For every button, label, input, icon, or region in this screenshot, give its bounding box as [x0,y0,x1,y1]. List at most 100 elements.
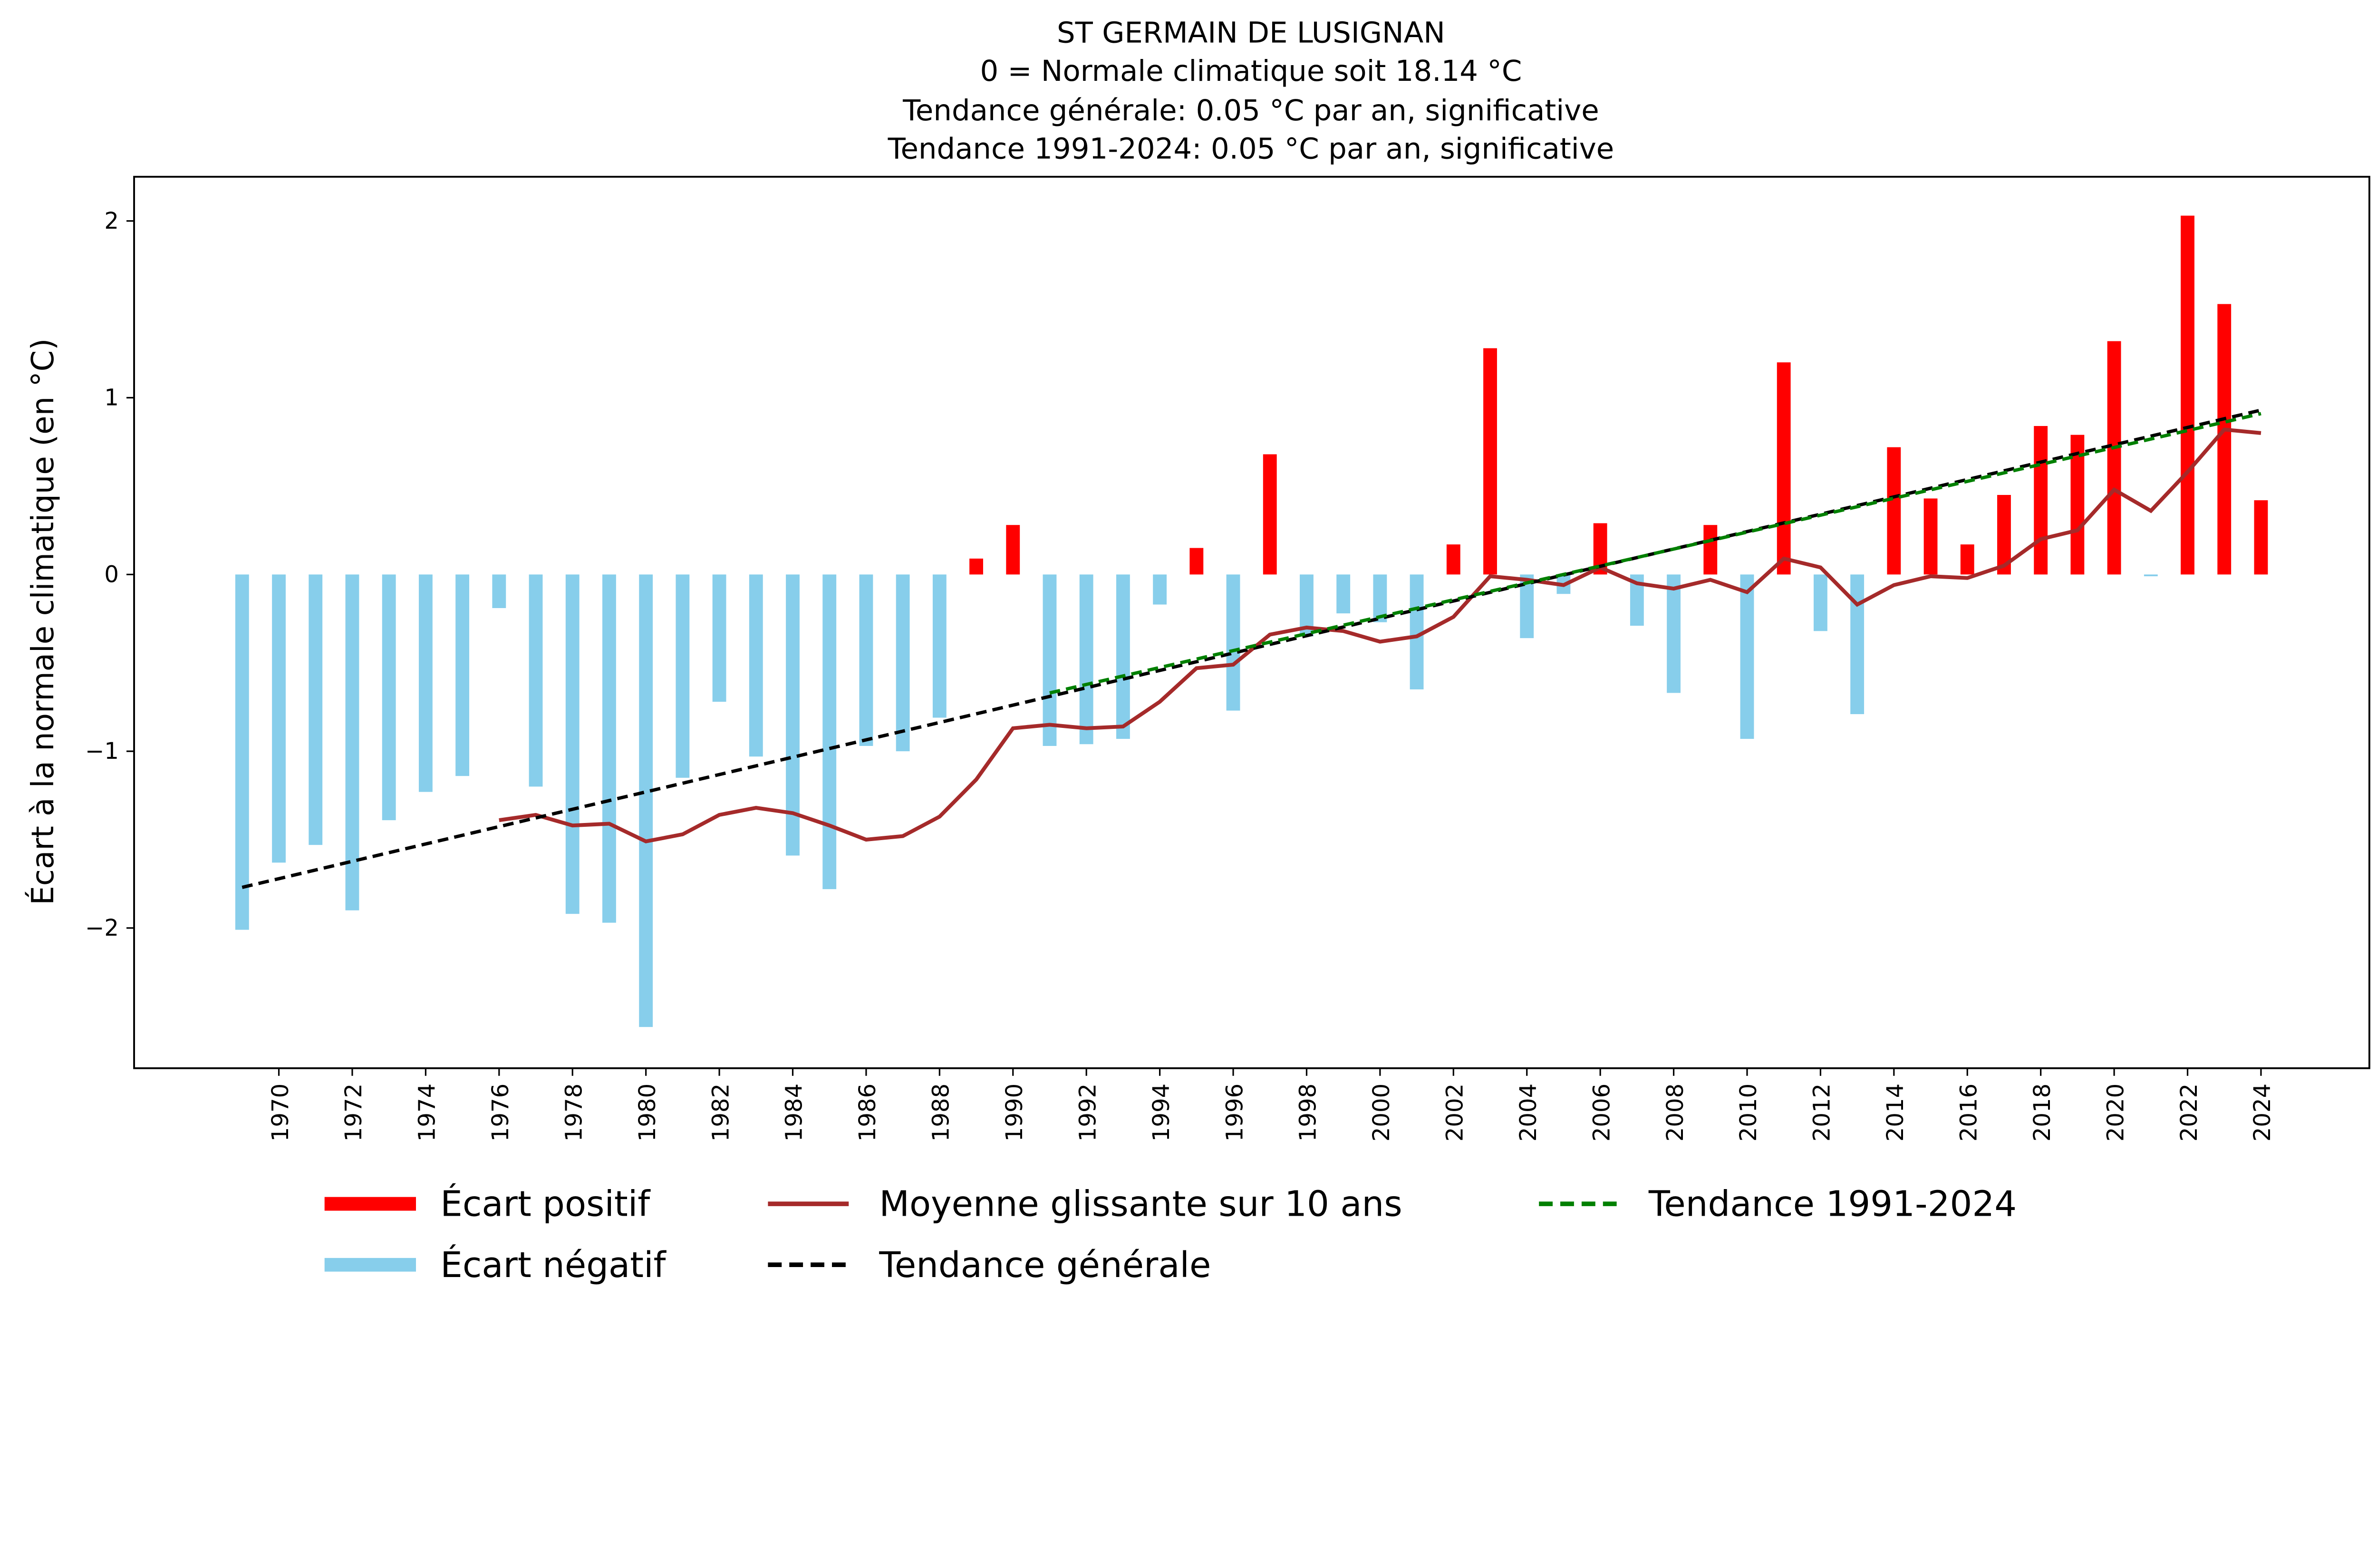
x-tick-label: 2004 [1515,1084,1542,1142]
x-tick-label: 2018 [2029,1084,2056,1142]
x-tick-label: 1988 [928,1084,955,1142]
bar-1991 [1043,574,1057,746]
x-tick-label: 1980 [634,1084,661,1142]
plot-frame [133,175,2370,1069]
x-tick-label: 1994 [1148,1084,1175,1142]
bar-1993 [1116,574,1130,739]
x-tick-label: 1978 [560,1084,587,1142]
bar-2024 [2254,500,2268,575]
x-tick-label: 1998 [1295,1084,1322,1142]
x-tick-label: 2010 [1735,1084,1762,1142]
trend-recent-line [1049,412,2261,695]
x-tick-label: 2022 [2176,1084,2203,1142]
bar-1994 [1153,574,1167,605]
bar-1986 [859,574,873,746]
bar-1995 [1189,548,1204,575]
bar-1982 [712,574,726,702]
bar-1975 [455,574,470,776]
bar-1976 [492,574,506,608]
bars [235,215,2268,1027]
x-tick-label: 2020 [2102,1084,2129,1142]
bar-2023 [2217,304,2232,575]
bar-2022 [2181,215,2194,575]
bar-1997 [1263,454,1277,575]
bar-2014 [1887,447,1901,575]
x-tick-label: 1976 [487,1084,514,1142]
y-tick-label: 2 [104,208,119,234]
lines [242,408,2261,889]
y-tick-label: −2 [85,915,119,941]
legend-trend-general-label: Tendance générale [879,1245,1211,1286]
x-tick-label: 1982 [707,1084,734,1142]
bar-2012 [1813,574,1827,631]
x-tick-label: 1970 [267,1084,294,1142]
bar-1970 [272,574,286,863]
bar-1984 [786,574,800,856]
legend-negative-label: Écart négatif [440,1245,667,1286]
bar-1972 [345,574,359,910]
x-tick-label: 1986 [854,1084,881,1142]
bar-2015 [1923,498,1938,575]
bar-1985 [822,574,837,890]
x-tick-label: 1972 [340,1084,367,1142]
bar-2010 [1740,574,1754,739]
bar-2003 [1483,348,1497,575]
title-line-1: ST GERMAIN DE LUSIGNAN [1057,16,1445,50]
x-tick-label: 2008 [1662,1084,1689,1142]
bar-1990 [1006,525,1020,575]
bar-2002 [1446,544,1460,575]
legend-moving-average-label: Moyenne glissante sur 10 ans [879,1184,1402,1225]
legend: Écart positif Écart négatif Moyenne glis… [324,1184,2017,1286]
bar-2021 [2144,574,2158,577]
x-tick-label: 1990 [1001,1084,1028,1142]
chart-title: ST GERMAIN DE LUSIGNAN 0 = Normale clima… [888,16,1614,166]
x-tick-label: 2002 [1442,1084,1469,1142]
bar-2011 [1777,362,1791,575]
bar-2013 [1850,574,1865,715]
bar-2018 [2034,426,2048,575]
x-tick-label: 1996 [1221,1084,1248,1142]
bar-2008 [1667,574,1681,693]
bar-1980 [639,574,653,1027]
bar-1971 [309,574,323,845]
bar-1977 [529,574,543,787]
x-tick-label: 1984 [781,1084,808,1142]
bar-1974 [418,574,433,792]
x-tick-label: 2014 [1882,1084,1909,1142]
x-tick-label: 2000 [1368,1084,1395,1142]
bar-1992 [1079,574,1093,745]
y-ticks: −2 −1 0 1 2 [85,208,135,941]
bar-1996 [1226,574,1240,711]
bar-1978 [565,574,580,914]
x-tick-label: 1992 [1074,1084,1101,1142]
legend-trend-recent-label: Tendance 1991-2024 [1648,1184,2017,1225]
x-ticks: 1970 1972 1974 1976 1978 1980 1982 1984 1986 1988… [267,1068,2276,1142]
y-tick-label: −1 [85,738,119,765]
bar-2009 [1703,525,1718,575]
x-tick-label: 2024 [2249,1084,2276,1142]
bar-2016 [1960,544,1974,575]
bar-1999 [1336,574,1351,614]
y-tick-label: 1 [104,385,119,411]
bar-1988 [932,574,947,718]
bar-1989 [969,558,983,575]
anomaly-chart: ST GERMAIN DE LUSIGNAN 0 = Normale clima… [25,16,2370,1286]
bar-1981 [676,574,690,778]
legend-positive-label: Écart positif [440,1184,651,1225]
x-tick-label: 2006 [1588,1084,1615,1142]
title-line-4: Tendance 1991-2024: 0.05 °C par an, sign… [888,132,1614,165]
x-tick-label: 1974 [414,1084,441,1142]
moving-average-line [499,427,2261,843]
bar-1979 [602,574,616,923]
title-line-3: Tendance générale: 0.05 °C par an, signi… [902,94,1599,127]
bar-1983 [749,574,763,757]
x-tick-label: 2016 [1955,1084,1982,1142]
y-tick-label: 0 [104,561,119,588]
bar-2020 [2107,341,2121,575]
x-tick-label: 2012 [1809,1084,1836,1142]
bar-1973 [382,574,396,821]
bar-1987 [896,574,910,752]
title-line-2: 0 = Normale climatique soit 18.14 °C [980,54,1522,88]
y-axis-label: Écart à la normale climatique (en °C) [25,339,61,905]
bar-1969 [235,574,249,930]
